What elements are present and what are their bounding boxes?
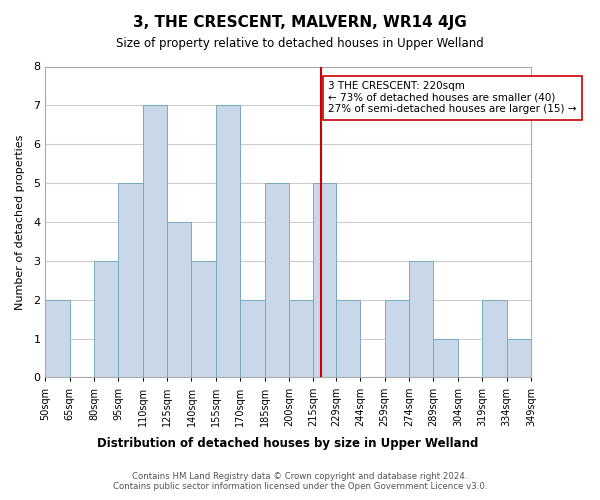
Bar (433, 338, 458, 378)
Bar (46, 300, 70, 378)
Bar (482, 300, 506, 378)
Bar (143, 106, 167, 378)
Bar (409, 261, 433, 378)
Text: 3 THE CRESCENT: 220sqm
← 73% of detached houses are smaller (40)
27% of semi-det: 3 THE CRESCENT: 220sqm ← 73% of detached… (328, 82, 577, 114)
Bar (265, 183, 289, 378)
Bar (313, 183, 336, 378)
Bar (385, 300, 409, 378)
Y-axis label: Number of detached properties: Number of detached properties (15, 134, 25, 310)
Bar (240, 300, 265, 378)
Bar (289, 300, 313, 378)
Bar (118, 183, 143, 378)
Bar (216, 106, 240, 378)
X-axis label: Distribution of detached houses by size in Upper Welland: Distribution of detached houses by size … (97, 437, 479, 450)
Text: Size of property relative to detached houses in Upper Welland: Size of property relative to detached ho… (116, 38, 484, 51)
Bar (191, 261, 216, 378)
Bar (167, 222, 191, 378)
Bar (94, 261, 118, 378)
Text: Contains HM Land Registry data © Crown copyright and database right 2024.
Contai: Contains HM Land Registry data © Crown c… (113, 472, 487, 491)
Bar (506, 338, 531, 378)
Text: 3, THE CRESCENT, MALVERN, WR14 4JG: 3, THE CRESCENT, MALVERN, WR14 4JG (133, 15, 467, 30)
Bar (336, 300, 361, 378)
